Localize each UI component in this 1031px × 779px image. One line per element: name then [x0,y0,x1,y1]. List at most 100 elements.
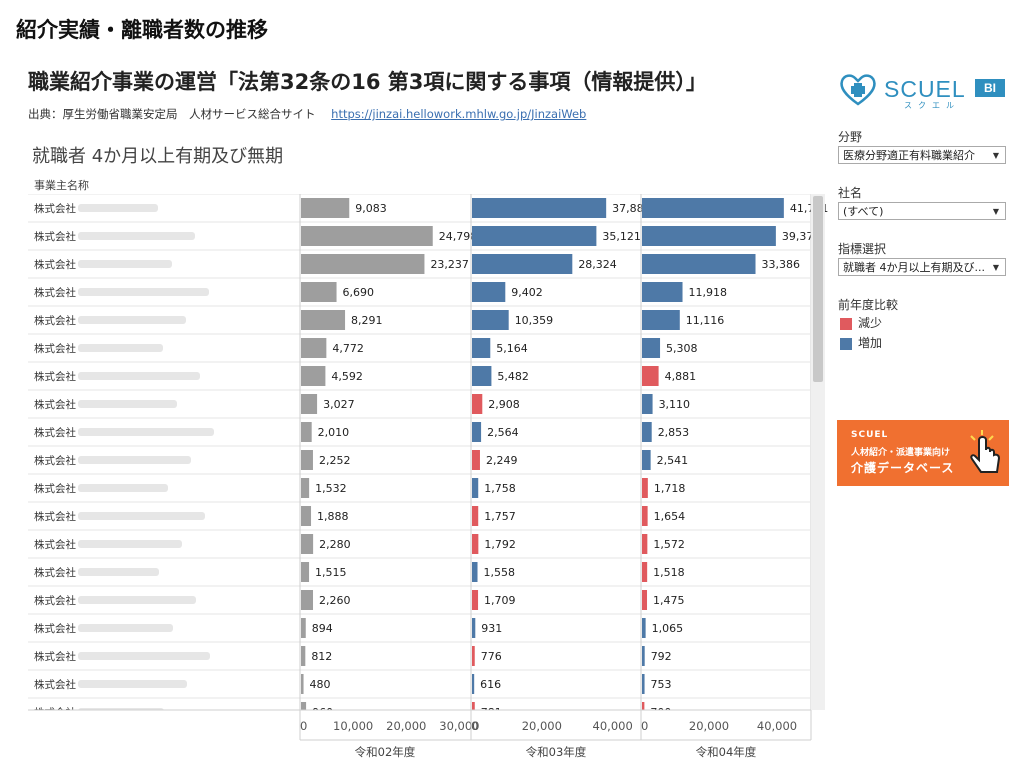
row-label: 株式会社 [34,454,76,467]
source-link[interactable]: https://jinzai.hellowork.mhlw.go.jp/Jinz… [331,107,587,121]
bar [301,282,337,302]
bar-value-label: 1,758 [484,482,516,495]
bar-value-label: 1,558 [484,566,516,579]
legend-item-increase[interactable]: 増加 [840,336,882,350]
legend-label-increase: 増加 [858,336,883,350]
source-prefix: 出典：厚生労働省職業安定局 人材サービス総合サイト [28,107,316,121]
bar [642,366,659,386]
bar-value-label: 2,853 [658,426,690,439]
bar [642,226,776,246]
panel-year-label: 令和03年度 [526,745,587,759]
bar [301,366,326,386]
bar [642,310,680,330]
x-tick-label: 40,000 [757,719,797,733]
bar [472,478,479,498]
redacted-name [78,484,168,492]
bar-value-label: 3,027 [323,398,355,411]
redacted-name [78,708,164,710]
legend-item-decrease[interactable]: 減少 [840,316,882,330]
bar [301,562,310,582]
legend-swatch-decrease [840,317,852,330]
row-label: 株式会社 [34,370,76,383]
filter-company-select[interactable]: (すべて) ▼ [838,202,1006,220]
logo-bi-badge: BI [975,79,1005,97]
row-label: 株式会社 [34,538,76,551]
x-tick-label: 10,000 [333,719,373,733]
logo-subtext: スクエル [904,101,960,110]
bar [301,674,304,694]
bar [301,254,425,274]
bar-value-label: 1,572 [653,538,685,551]
bar-value-label: 9,083 [355,202,387,215]
bar [642,422,652,442]
row-label: 株式会社 [34,342,76,355]
redacted-name [78,540,182,548]
bar [472,646,475,666]
bar-value-label: 1,888 [317,510,349,523]
row-label: 株式会社 [34,202,76,215]
source-line: 出典：厚生労働省職業安定局 人材サービス総合サイト https://jinzai… [28,106,586,122]
bar-value-label: 2,260 [319,594,351,607]
chart-scrollbar-thumb[interactable] [813,196,823,382]
bar [472,310,509,330]
bar [301,534,314,554]
bar [642,534,648,554]
redacted-name [78,512,205,520]
x-tick-label: 0 [641,719,648,733]
bar [472,282,506,302]
row-label: 株式会社 [34,482,76,495]
bar [301,450,313,470]
database-banner[interactable]: SCUEL 人材紹介・派遣事業向け 介護データベース [837,420,1009,486]
bar [472,198,607,218]
scuel-logo-icon [840,74,876,106]
bar [472,506,479,526]
bar [472,450,480,470]
dashboard-title: 職業紹介事業の運営「法第32条の16 第3項に関する事項（情報提供）」 [28,70,707,94]
row-label: 株式会社 [34,706,76,719]
bar-value-label: 1,065 [652,622,684,635]
chevron-down-icon: ▼ [992,263,999,272]
bar [301,338,327,358]
bar-value-label: 10,359 [515,314,554,327]
bar-value-label: 1,718 [654,482,686,495]
bar [301,646,306,666]
filter-field-select[interactable]: 医療分野適正有料職業紹介 ▼ [838,146,1006,164]
bar-value-label: 931 [481,622,502,635]
bar-value-label: 2,564 [487,426,518,439]
row-label: 株式会社 [34,650,76,663]
bar-value-label: 9,402 [511,286,542,299]
bar-chart: 株式会社株式会社株式会社株式会社株式会社株式会社株式会社株式会社株式会社株式会社… [28,194,828,759]
banner-subtitle: 人材紹介・派遣事業向け [851,448,951,458]
bar-value-label: 1,518 [653,566,685,579]
filter-metric-select[interactable]: 就職者 4か月以上有期及び... ▼ [838,258,1006,276]
banner-title: 介護データベース [851,461,955,475]
redacted-name [78,372,200,380]
chevron-down-icon: ▼ [992,207,999,216]
bar [472,394,483,414]
bar [642,506,648,526]
bar-value-label: 700 [650,706,671,719]
bar-value-label: 4,592 [331,370,363,383]
bar [472,534,479,554]
filter-company-label: 社名 [838,186,863,200]
row-label: 株式会社 [34,566,76,579]
bar [642,394,653,414]
row-header-label: 事業主名称 [34,179,89,192]
row-label: 株式会社 [34,426,76,439]
bar [642,338,661,358]
x-tick-label: 20,000 [689,719,729,733]
bar-value-label: 1,515 [315,566,347,579]
redacted-name [78,596,196,604]
bar-value-label: 11,918 [689,286,728,299]
bar-value-label: 2,908 [488,398,520,411]
bar-value-label: 11,116 [686,314,725,327]
filter-field-value: 医療分野適正有料職業紹介 [843,149,975,162]
bar-value-label: 1,792 [484,538,516,551]
bar [472,618,476,638]
bar [301,506,312,526]
redacted-name [78,316,186,324]
redacted-name [78,428,214,436]
row-label: 株式会社 [34,594,76,607]
x-tick-label: 20,000 [386,719,426,733]
row-label: 株式会社 [34,678,76,691]
